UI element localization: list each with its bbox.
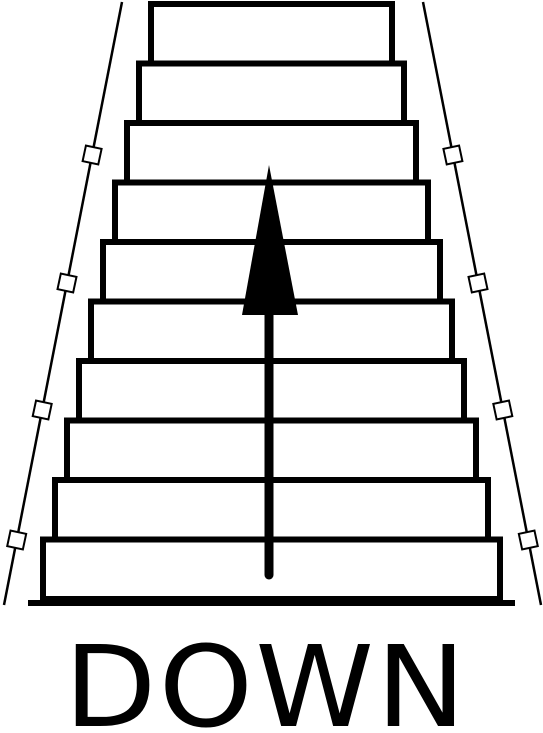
arrow-head [242,165,298,315]
railing-right [421,1,543,606]
up-arrow-icon [242,165,298,580]
railing-post [467,272,489,294]
stair-step [124,120,419,186]
railing-post [517,529,539,551]
railing-post [6,529,28,551]
stair-step [136,60,407,126]
railing-post [31,399,53,421]
railing-post [81,144,103,166]
railing-post [492,399,514,421]
railing-post [56,272,78,294]
railing-left [2,1,124,606]
stair-step [148,1,395,67]
railings [2,1,543,606]
sign-label: DOWN [64,623,468,733]
railing-post [442,144,464,166]
